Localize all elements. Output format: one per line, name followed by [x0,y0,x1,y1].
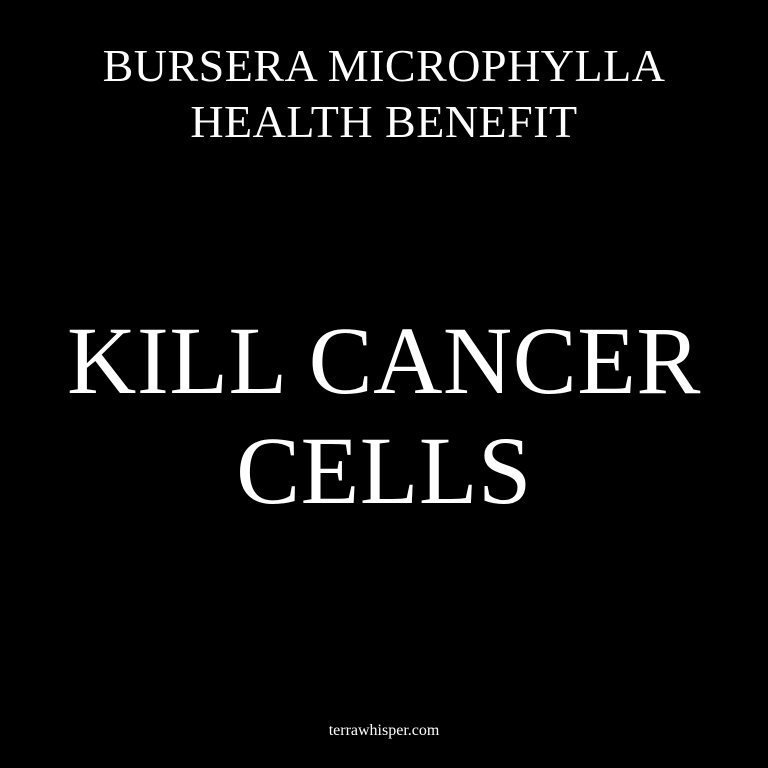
benefit-headline: KILL CANCER CELLS [0,306,768,526]
headline-line-2: CELLS [236,417,532,524]
title-line-1: BURSERA MICROPHYLLA [102,40,666,91]
site-credit: terrawhisper.com [328,722,440,739]
title-line-2: HEALTH BENEFIT [190,96,578,147]
headline-line-1: KILL CANCER [67,307,701,414]
page-title: BURSERA MICROPHYLLA HEALTH BENEFIT [0,38,768,150]
